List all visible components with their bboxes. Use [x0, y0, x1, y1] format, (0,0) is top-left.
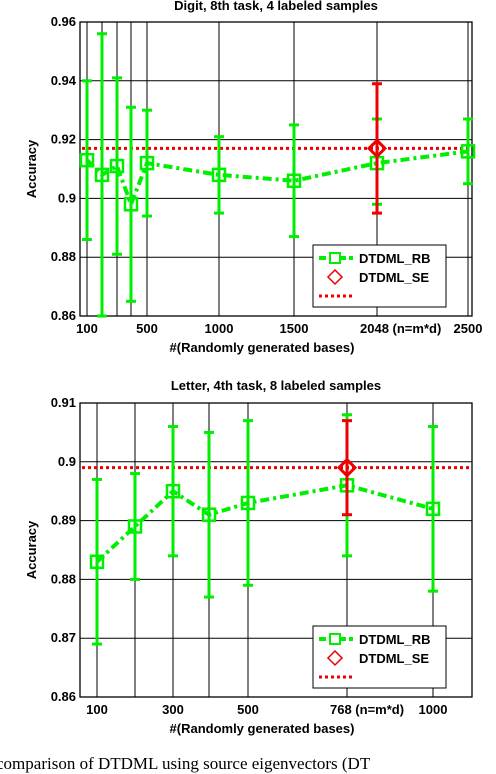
legend-square-marker	[329, 252, 341, 264]
square-marker	[94, 167, 110, 183]
axes-frame	[79, 21, 473, 317]
y-tick-label: 0.89	[51, 513, 76, 528]
diamond-marker	[366, 138, 388, 159]
square-marker	[165, 483, 181, 499]
x-axis-label: #(Randomly generated bases)	[170, 721, 355, 736]
legend-square-marker	[329, 633, 341, 645]
legend-label: DTDML_RB	[359, 632, 431, 647]
y-axis-label: Accuracy	[24, 139, 39, 198]
x-tick-label: 500	[237, 702, 259, 717]
square-marker	[109, 158, 125, 174]
x-tick-label: 2048 (n=m*d)	[360, 321, 441, 336]
y-tick-label: 0.92	[51, 132, 76, 147]
x-tick-label: 100	[86, 702, 108, 717]
y-tick-label: 0.88	[51, 571, 76, 586]
chart-title: Digit, 8th task, 4 labeled samples	[174, 0, 378, 13]
square-marker	[139, 155, 155, 171]
legend: DTDML_RB DTDML_SE	[312, 625, 447, 689]
square-marker	[211, 167, 227, 183]
x-tick-label: 2500	[454, 321, 483, 336]
chart-2: 0.86 0.87 0.88 0.89 0.9 0.91 100 300 500 768 (n=m…	[24, 378, 473, 736]
chart-1: 0.86 0.88 0.9 0.92 0.94 0.96 100 500 1000 1500 204…	[24, 0, 482, 355]
x-tick-label: 1000	[419, 702, 448, 717]
x-tick-label: 768 (n=m*d)	[330, 702, 404, 717]
series-DTDML_SE	[336, 419, 358, 517]
y-tick-label: 0.87	[51, 630, 76, 645]
square-marker	[201, 507, 217, 522]
x-tick-label: 100	[76, 321, 98, 336]
y-tick-label: 0.88	[51, 249, 76, 264]
legend-diamond-marker	[326, 649, 344, 667]
square-marker	[79, 152, 95, 168]
square-marker	[286, 173, 302, 189]
legend-diamond-marker	[326, 268, 344, 286]
square-marker	[425, 501, 441, 517]
x-tick-label: 1500	[280, 321, 309, 336]
square-marker	[240, 495, 256, 511]
y-tick-label: 0.9	[58, 190, 76, 205]
x-tick-label: 1000	[205, 321, 234, 336]
y-tick-label: 0.9	[58, 454, 76, 469]
y-tick-label: 0.86	[51, 689, 76, 704]
series-DTDML_SE	[366, 82, 388, 215]
legend: DTDML_RB DTDML_SE	[312, 244, 447, 308]
y-tick-label: 0.86	[51, 308, 76, 323]
square-marker	[127, 519, 143, 534]
diamond-marker	[336, 457, 358, 478]
y-axis-label: Accuracy	[24, 520, 39, 579]
x-tick-label: 300	[162, 702, 184, 717]
square-marker	[123, 197, 139, 212]
legend-label: DTDML_SE	[359, 270, 429, 285]
figure-caption: comparison of DTDML using source eigenve…	[0, 754, 371, 773]
x-axis-label: #(Randomly generated bases)	[170, 340, 355, 355]
y-tick-label: 0.91	[51, 395, 76, 410]
square-marker	[89, 554, 105, 570]
y-tick-label: 0.94	[51, 73, 77, 88]
legend-label: DTDML_SE	[359, 651, 429, 666]
legend-label: DTDML_RB	[359, 251, 431, 266]
chart-title: Letter, 4th task, 8 labeled samples	[171, 378, 381, 393]
y-tick-label: 0.96	[51, 14, 76, 29]
square-marker	[460, 144, 476, 159]
x-tick-label: 500	[136, 321, 158, 336]
axes-frame	[79, 402, 473, 698]
